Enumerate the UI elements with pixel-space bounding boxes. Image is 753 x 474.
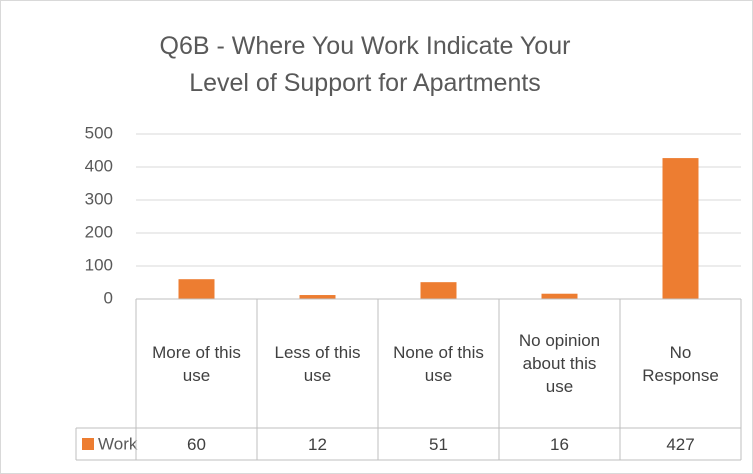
x-tick-label: More of this use	[152, 342, 241, 385]
x-tick-label: No Response	[642, 342, 719, 385]
table-value: 12	[308, 434, 327, 454]
x-tick-label: Less of this use	[274, 342, 361, 385]
bar	[178, 279, 215, 299]
bar	[541, 293, 578, 299]
legend-key	[82, 438, 94, 450]
y-tick-label: 300	[85, 189, 113, 208]
y-tick-label: 100	[85, 255, 113, 274]
table-value: 16	[550, 434, 569, 454]
chart-title: Q6B - Where You Work Indicate Your Level…	[159, 32, 571, 97]
bar	[420, 282, 457, 299]
bar	[299, 295, 336, 299]
table-value: 427	[666, 434, 695, 454]
y-tick-label: 500	[85, 123, 113, 142]
table-value: 51	[429, 434, 448, 454]
y-tick-label: 200	[85, 222, 113, 241]
y-tick-label: 0	[104, 288, 113, 307]
bar	[662, 158, 699, 299]
x-tick-label: No opinion about this use	[518, 331, 601, 396]
y-tick-label: 400	[85, 156, 113, 175]
title-box: Q6B - Where You Work Indicate Your Level…	[159, 32, 571, 97]
table-value: 60	[187, 434, 206, 454]
legend-label: Work	[98, 434, 138, 453]
x-tick-label: None of this use	[393, 342, 484, 385]
